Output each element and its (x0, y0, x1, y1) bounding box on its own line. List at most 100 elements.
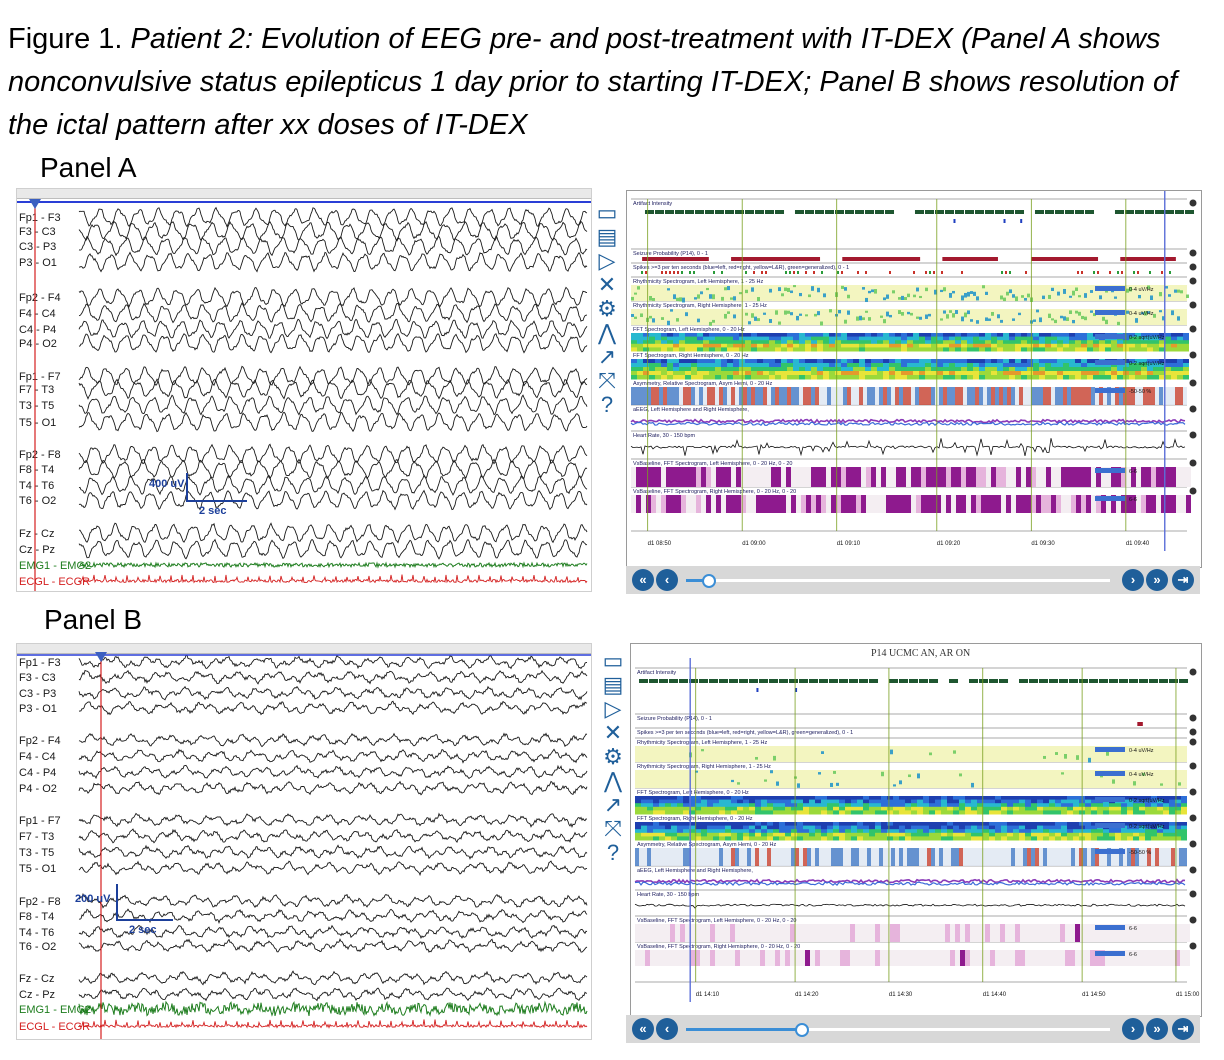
channel-label: Fp2 - F8 (19, 896, 61, 908)
figure-caption: Figure 1. Patient 2: Evolution of EEG pr… (8, 18, 1218, 147)
trend-row-label: VsBaseline, FFT Spectrogram, Left Hemisp… (637, 918, 796, 924)
time-tick-label: d1 14:10 (696, 992, 720, 998)
cursor-handle[interactable] (95, 652, 107, 662)
color-scale (1095, 388, 1125, 393)
row-settings-icon[interactable] (1189, 351, 1197, 359)
channel-label: Fp2 - F4 (19, 292, 61, 304)
first-page-button[interactable]: « (632, 569, 654, 591)
channel-label: F4 - C4 (19, 308, 56, 320)
row-settings-icon[interactable] (1189, 325, 1197, 333)
pen-icon[interactable]: ↗ (597, 344, 617, 369)
row-settings-icon[interactable] (1189, 840, 1197, 848)
panel-a-trend-graphs: Artifact Intensity Seizure Probability (P… (630, 191, 1197, 551)
eeg-trace (78, 474, 588, 496)
row-settings-icon[interactable] (1189, 379, 1197, 387)
gear-icon[interactable]: ⚙ (597, 296, 617, 321)
timeline-scrollbar[interactable] (686, 579, 1110, 582)
gear-icon[interactable]: ⚙ (603, 744, 623, 769)
play-icon[interactable]: ▷ (598, 248, 616, 273)
close-icon[interactable]: ✕ (597, 272, 617, 297)
row-settings-icon[interactable] (1189, 814, 1197, 822)
eeg-toolbar-strip (17, 189, 591, 199)
cursor-handle[interactable] (29, 199, 41, 209)
row-settings-icon[interactable] (1189, 459, 1197, 467)
channel-label: T5 - O1 (19, 863, 56, 875)
row-settings-icon[interactable] (1189, 890, 1197, 898)
row-settings-icon[interactable] (1189, 277, 1197, 285)
timeline-scrollbar[interactable] (686, 1028, 1110, 1031)
panel-a-eeg-view: Fp1 - F3 F3 - C3 C3 - P3 P3 - O1 Fp2 - F4 F4 … (16, 188, 592, 592)
row-settings-icon[interactable] (1189, 405, 1197, 413)
help-icon[interactable]: ? (606, 840, 620, 865)
last-page-button[interactable]: » (1146, 569, 1168, 591)
channel-label: Fz - Cz (19, 973, 54, 985)
waveform-icon[interactable]: ⋀ (597, 320, 617, 345)
close-icon[interactable]: ✕ (603, 720, 623, 745)
expand-icon[interactable]: ⤧ (604, 816, 622, 841)
color-scale (1095, 286, 1125, 291)
eeg-trace (78, 732, 588, 748)
book-icon[interactable]: ▤ (602, 672, 624, 697)
panel-a-trend-view: Artifact Intensity Seizure Probability (P… (626, 190, 1202, 568)
color-scale (1095, 496, 1125, 501)
row-settings-icon[interactable] (1189, 762, 1197, 770)
book-icon[interactable]: ▤ (596, 224, 618, 249)
trend-row-label: Heart Rate, 30 - 150 bpm (633, 433, 695, 439)
monitor-icon[interactable]: ▭ (602, 648, 624, 673)
eeg-trace (78, 860, 588, 877)
channel-label: F3 - C3 (19, 672, 56, 684)
time-tick-label: d1 09:00 (742, 541, 766, 547)
trend-row-label: Asymmetry, Relative Spectrogram, Asym He… (637, 842, 777, 848)
eeg-trace (78, 332, 588, 354)
jump-to-end-button[interactable]: ⇥ (1172, 569, 1194, 591)
scale-bar (116, 884, 173, 921)
row-settings-icon[interactable] (1189, 301, 1197, 309)
trend-row-label: Seizure Probability (P14), 0 - 1 (637, 716, 712, 722)
expand-icon[interactable]: ⤧ (598, 368, 616, 393)
trend-row-label: Artifact Intensity (637, 670, 676, 676)
play-icon[interactable]: ▷ (604, 696, 622, 721)
jump-to-end-button[interactable]: ⇥ (1172, 1018, 1194, 1040)
time-tick-label: d1 09:40 (1126, 541, 1150, 547)
monitor-icon[interactable]: ▭ (596, 200, 618, 225)
color-scale (1095, 771, 1125, 776)
color-scale-label: 0-4 uV/Hz (1129, 772, 1154, 778)
row-settings-icon[interactable] (1189, 668, 1197, 676)
time-scale-label: 2 sec (129, 924, 157, 936)
color-scale (1095, 823, 1125, 828)
row-settings-icon[interactable] (1189, 263, 1197, 271)
timeline-scroll-thumb[interactable] (702, 574, 717, 588)
channel-label: C4 - P4 (19, 324, 56, 336)
timeline-scroll-thumb[interactable] (795, 1023, 810, 1037)
next-page-button[interactable]: › (1122, 1018, 1144, 1040)
color-scale-label: -50-50 % (1129, 850, 1151, 856)
pen-icon[interactable]: ↗ (603, 792, 623, 817)
row-settings-icon[interactable] (1189, 788, 1197, 796)
trend-row-label: Asymmetry, Relative Spectrogram, Asym He… (633, 381, 773, 387)
row-settings-icon[interactable] (1189, 942, 1197, 950)
row-settings-icon[interactable] (1189, 866, 1197, 874)
next-page-button[interactable]: › (1122, 569, 1144, 591)
panel-b-toolbar: ▭ ▤ ▷ ✕ ⚙ ⋀ ↗ ⤧? (600, 648, 626, 880)
waveform-icon[interactable]: ⋀ (603, 768, 623, 793)
row-settings-icon[interactable] (1189, 249, 1197, 257)
row-settings-icon[interactable] (1189, 487, 1197, 495)
row-settings-icon[interactable] (1189, 714, 1197, 722)
eeg-trace (78, 411, 588, 433)
previous-page-button[interactable]: ‹ (656, 569, 678, 591)
time-tick-label: d1 14:40 (983, 992, 1007, 998)
row-settings-icon[interactable] (1189, 728, 1197, 736)
row-settings-icon[interactable] (1189, 199, 1197, 207)
device-title: P14 UCMC AN, AR ON (871, 648, 971, 659)
last-page-button[interactable]: » (1146, 1018, 1168, 1040)
row-settings-icon[interactable] (1189, 916, 1197, 924)
first-page-button[interactable]: « (632, 1018, 654, 1040)
time-scale-label: 2 sec (199, 505, 227, 517)
row-settings-icon[interactable] (1189, 738, 1197, 746)
previous-page-button[interactable]: ‹ (656, 1018, 678, 1040)
row-settings-icon[interactable] (1189, 431, 1197, 439)
help-icon[interactable]: ? (600, 392, 614, 417)
color-scale (1095, 849, 1125, 854)
trend-row-label: Spikes >=3 per ten seconds (blue=left, r… (633, 265, 849, 271)
channel-label: T4 - T6 (19, 927, 54, 939)
